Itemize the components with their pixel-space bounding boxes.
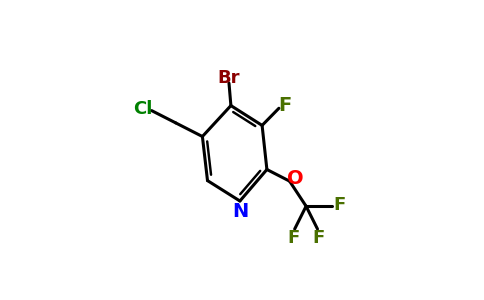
Text: F: F <box>313 229 325 247</box>
Text: O: O <box>287 169 303 188</box>
Text: N: N <box>232 202 248 221</box>
Text: F: F <box>333 196 345 214</box>
Text: F: F <box>287 229 300 247</box>
Text: Br: Br <box>217 69 240 87</box>
Text: Cl: Cl <box>134 100 153 118</box>
Text: F: F <box>278 96 291 115</box>
